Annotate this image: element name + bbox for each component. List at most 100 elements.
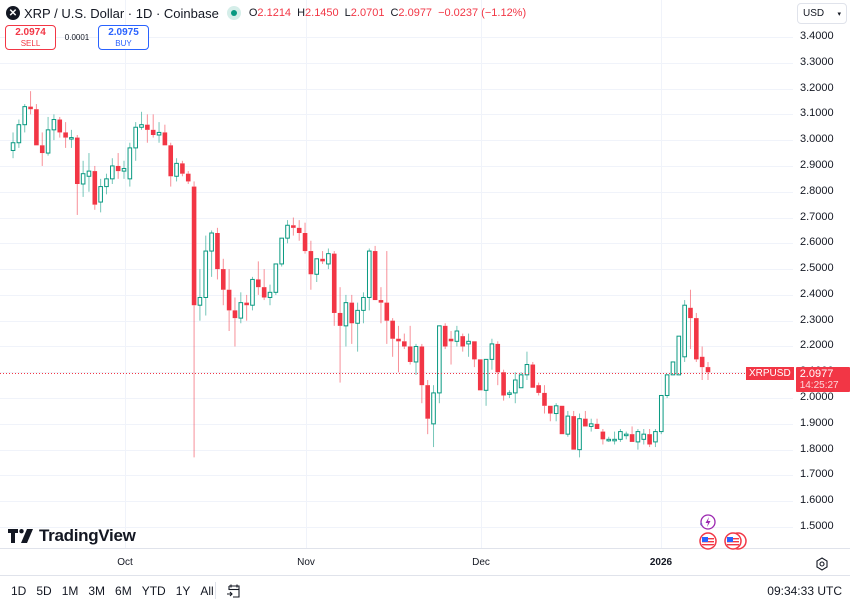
low-label: L xyxy=(344,7,351,19)
range-button-ytd[interactable]: YTD xyxy=(141,584,166,598)
candle-up xyxy=(483,358,489,391)
candle-down xyxy=(407,346,413,362)
range-button-1d[interactable]: 1D xyxy=(11,584,27,598)
settings-gear-icon[interactable] xyxy=(815,557,829,571)
high-label: H xyxy=(297,7,306,19)
currency-select[interactable]: USD ▾ xyxy=(797,3,847,24)
time-tick: Oct xyxy=(117,557,133,568)
market-open-status-icon[interactable] xyxy=(226,6,241,20)
tradingview-logo-icon xyxy=(8,529,33,543)
range-button-5d[interactable]: 5D xyxy=(36,584,52,598)
candle-down xyxy=(349,302,355,324)
candle-down xyxy=(291,225,296,228)
candle-down xyxy=(302,233,308,252)
candle-up xyxy=(518,374,524,389)
price-tick: 2.0000 xyxy=(800,391,834,404)
candle-down xyxy=(536,385,541,393)
candle-up xyxy=(355,309,360,324)
candle-up xyxy=(366,250,372,298)
event-lightning-icon[interactable] xyxy=(697,513,717,531)
last-price-value: 2.0977 xyxy=(799,368,834,380)
candle-up xyxy=(641,433,647,440)
sell-price: 2.0974 xyxy=(15,26,46,38)
toolbar-divider xyxy=(215,582,216,599)
candle-up xyxy=(361,296,366,311)
range-button-3m[interactable]: 3M xyxy=(88,584,106,598)
candle-up xyxy=(314,258,320,275)
price-tick: 1.9000 xyxy=(800,416,834,429)
candle-down xyxy=(220,269,226,290)
candle-up xyxy=(86,170,92,177)
buy-button[interactable]: 2.0975 BUY xyxy=(98,25,149,50)
candle-down xyxy=(448,338,454,342)
candle-up xyxy=(676,335,682,376)
candle-up xyxy=(413,345,419,363)
symbol-title[interactable]: XRP / U.S. Dollar · 1D · Coinbase xyxy=(24,5,219,21)
price-tick: 2.8000 xyxy=(800,184,834,197)
candle-down xyxy=(542,392,547,406)
candle-up xyxy=(127,147,133,180)
candle-up xyxy=(16,124,22,144)
sell-button[interactable]: 2.0974 SELL xyxy=(5,25,56,50)
candle-down xyxy=(548,405,553,414)
symbol-header: ✕ XRP / U.S. Dollar · 1D · Coinbase O2.1… xyxy=(6,4,526,22)
candle-up xyxy=(10,142,16,151)
candle-down xyxy=(705,367,711,373)
candle-up xyxy=(507,392,512,395)
candle-up xyxy=(565,415,571,435)
price-tick: 3.0000 xyxy=(800,133,834,146)
close-value: 2.0977 xyxy=(398,7,433,19)
price-tick: 2.3000 xyxy=(800,313,834,326)
us-flag-events-group-icon[interactable] xyxy=(722,532,750,550)
candle-up xyxy=(133,126,138,149)
price-tick: 1.8000 xyxy=(800,442,834,455)
candle-down xyxy=(530,364,536,388)
go-to-date-calendar-icon[interactable] xyxy=(226,583,242,599)
candle-down xyxy=(226,289,232,311)
candle-up xyxy=(658,394,664,433)
candle-up xyxy=(670,361,676,376)
candle-down xyxy=(57,119,63,133)
price-tick: 1.6000 xyxy=(800,494,834,507)
buy-price: 2.0975 xyxy=(108,26,139,38)
tradingview-logo[interactable]: TradingView xyxy=(8,526,136,546)
candle-up xyxy=(512,379,518,394)
open-value: 2.1214 xyxy=(257,7,292,19)
candle-down xyxy=(168,145,174,177)
candle-down xyxy=(145,124,150,130)
candle-down xyxy=(442,325,448,347)
candle-up xyxy=(174,162,179,177)
candle-up xyxy=(69,137,74,140)
range-button-1y[interactable]: 1Y xyxy=(175,584,191,598)
candle-down xyxy=(594,423,600,430)
range-button-all[interactable]: All xyxy=(200,584,214,598)
time-tick: Dec xyxy=(472,557,490,568)
us-flag-event-icon[interactable] xyxy=(698,532,718,550)
price-tick: 3.4000 xyxy=(800,30,834,42)
candle-down xyxy=(699,356,705,368)
candle-up xyxy=(623,433,629,437)
candlestick-chart[interactable] xyxy=(0,0,850,575)
price-tick: 1.7000 xyxy=(800,468,834,481)
candle-up xyxy=(466,340,471,345)
candle-up xyxy=(431,392,436,425)
range-button-6m[interactable]: 6M xyxy=(115,584,132,598)
candle-down xyxy=(74,137,80,185)
candle-down xyxy=(63,132,68,138)
utc-clock[interactable]: 09:34:33 UTC xyxy=(767,584,842,598)
trade-panel: 2.0974 SELL 0.0001 2.0975 BUY xyxy=(5,25,149,50)
candle-down xyxy=(419,346,425,386)
candle-down xyxy=(694,318,699,360)
candle-down xyxy=(180,163,185,174)
candle-down xyxy=(115,165,121,172)
range-button-1m[interactable]: 1M xyxy=(61,584,79,598)
currency-value: USD xyxy=(803,8,825,19)
close-label: C xyxy=(390,7,399,19)
candle-down xyxy=(647,434,652,445)
candle-up xyxy=(553,405,559,415)
candle-up xyxy=(121,168,127,172)
chevron-down-icon: ▾ xyxy=(837,10,841,18)
price-tick: 2.2000 xyxy=(800,339,834,352)
last-price-symbol: XRPUSD xyxy=(746,367,794,380)
candle-up xyxy=(98,186,103,203)
